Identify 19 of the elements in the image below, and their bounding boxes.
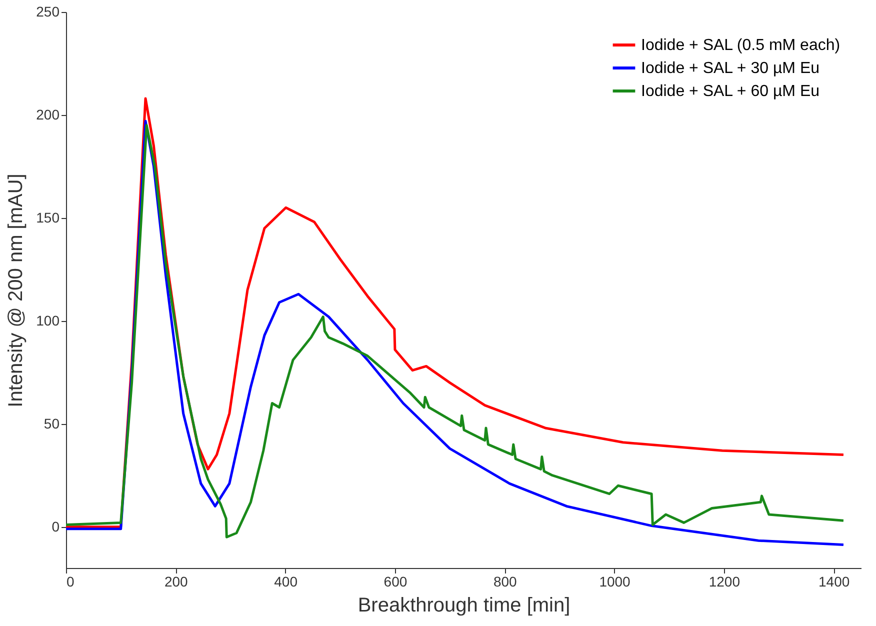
y-tick-label: 50 <box>44 415 60 432</box>
y-tick-label: 150 <box>36 209 60 226</box>
x-tick-label: 0 <box>66 574 74 590</box>
y-tick-label: 0 <box>52 518 60 534</box>
x-tick-label: 200 <box>164 574 188 590</box>
y-tick-label: 200 <box>36 106 60 122</box>
y-axis-title: Intensity @ 200 nm [mAU] <box>5 174 28 408</box>
y-tick-label: 100 <box>36 312 60 328</box>
x-tick-label: 1400 <box>818 574 850 590</box>
legend-label: Iodide + SAL + 30 µM Eu <box>641 60 820 77</box>
x-tick-label: 800 <box>493 574 518 590</box>
x-tick-label: 1000 <box>599 574 631 590</box>
legend-label: Iodide + SAL + 60 µM Eu <box>641 83 820 100</box>
x-tick-label: 400 <box>274 574 298 590</box>
x-tick-label: 600 <box>384 574 408 590</box>
y-tick-label: 250 <box>36 4 60 20</box>
x-tick-label: 1200 <box>708 574 740 590</box>
x-axis-title: Breakthrough time [min] <box>358 594 570 616</box>
legend-label: Iodide + SAL (0.5 mM each) <box>641 37 840 54</box>
